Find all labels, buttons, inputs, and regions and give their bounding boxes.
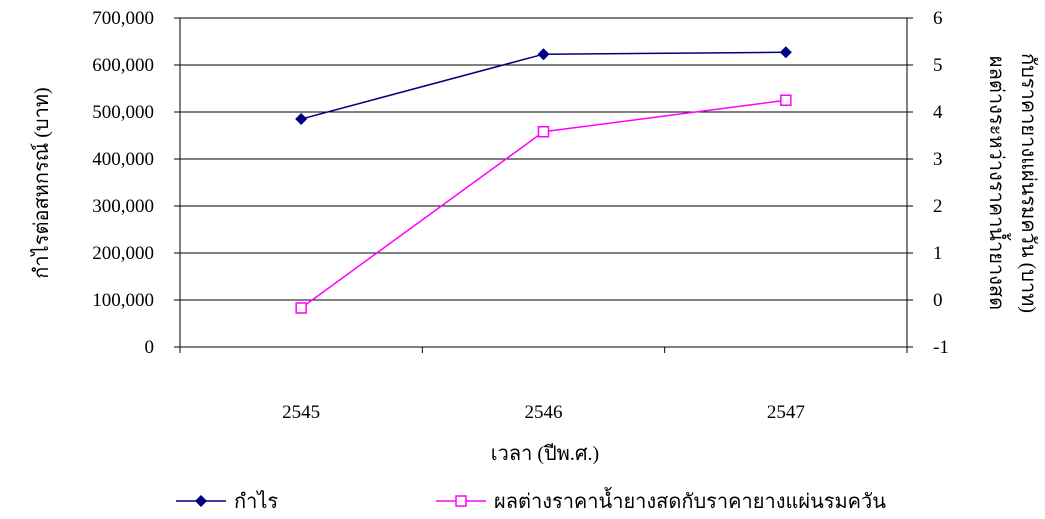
right-y-axis-title-line2: กับราคายางแผ่นรมควัน (บาท) xyxy=(1017,53,1039,313)
right-y-tick-label: 3 xyxy=(933,149,943,170)
x-tick-label: 2545 xyxy=(282,402,320,423)
left-y-tick-label: 0 xyxy=(145,337,155,358)
legend-label-profit: กำไร xyxy=(234,490,278,513)
left-y-axis-tick-labels: 0 100,000 200,000 300,000 400,000 500,000 600,… xyxy=(92,8,154,358)
x-tick-label: 2546 xyxy=(525,402,563,423)
data-point-profit xyxy=(779,46,792,59)
right-y-tick-label: 6 xyxy=(933,8,943,29)
right-y-tick-label: 0 xyxy=(933,290,943,311)
data-point-profit xyxy=(295,113,308,126)
right-y-axis-tick-labels: -1 0 1 2 3 4 5 6 xyxy=(933,8,949,358)
left-y-tick-label: 200,000 xyxy=(92,243,154,264)
legend-item-price-difference: ผลต่างราคาน้ำยางสดกับราคายางแผ่นรมควัน xyxy=(436,487,886,513)
data-point-price-difference xyxy=(295,302,307,314)
data-point-price-difference xyxy=(780,94,792,106)
left-y-tick-label: 100,000 xyxy=(92,290,154,311)
legend-label-price-difference: ผลต่างราคาน้ำยางสดกับราคายางแผ่นรมควัน xyxy=(494,487,886,513)
data-point-profit xyxy=(537,48,550,61)
left-y-tick-label: 700,000 xyxy=(92,8,154,29)
x-tick-label: 2547 xyxy=(767,402,805,423)
x-axis-tick-labels: 2545 2546 2547 xyxy=(282,402,805,423)
right-y-tick-label: -1 xyxy=(933,337,949,358)
x-axis-title: เวลา (ปีพ.ศ.) xyxy=(491,443,599,465)
left-y-tick-label: 600,000 xyxy=(92,55,154,76)
legend-item-profit: กำไร xyxy=(176,490,278,513)
left-y-tick-label: 500,000 xyxy=(92,102,154,123)
left-y-tick-label: 300,000 xyxy=(92,196,154,217)
legend: กำไร ผลต่างราคาน้ำยางสดกับราคายางแผ่นรมค… xyxy=(176,487,886,513)
legend-square-marker xyxy=(455,495,467,507)
right-y-tick-label: 1 xyxy=(933,243,943,264)
right-y-axis-title-line1: ผลต่างระหว่างราคาน้ำยางสด xyxy=(985,56,1011,310)
left-y-axis-title: กำไรต่อสหกรณ์ (บาท) xyxy=(30,87,53,278)
gridlines xyxy=(180,17,907,301)
right-y-tick-label: 4 xyxy=(933,102,943,123)
series xyxy=(295,46,792,314)
legend-diamond-marker xyxy=(195,495,207,507)
left-y-tick-label: 400,000 xyxy=(92,149,154,170)
right-y-tick-label: 2 xyxy=(933,196,943,217)
axes xyxy=(174,17,913,353)
data-point-price-difference xyxy=(537,125,550,138)
right-y-tick-label: 5 xyxy=(933,55,943,76)
